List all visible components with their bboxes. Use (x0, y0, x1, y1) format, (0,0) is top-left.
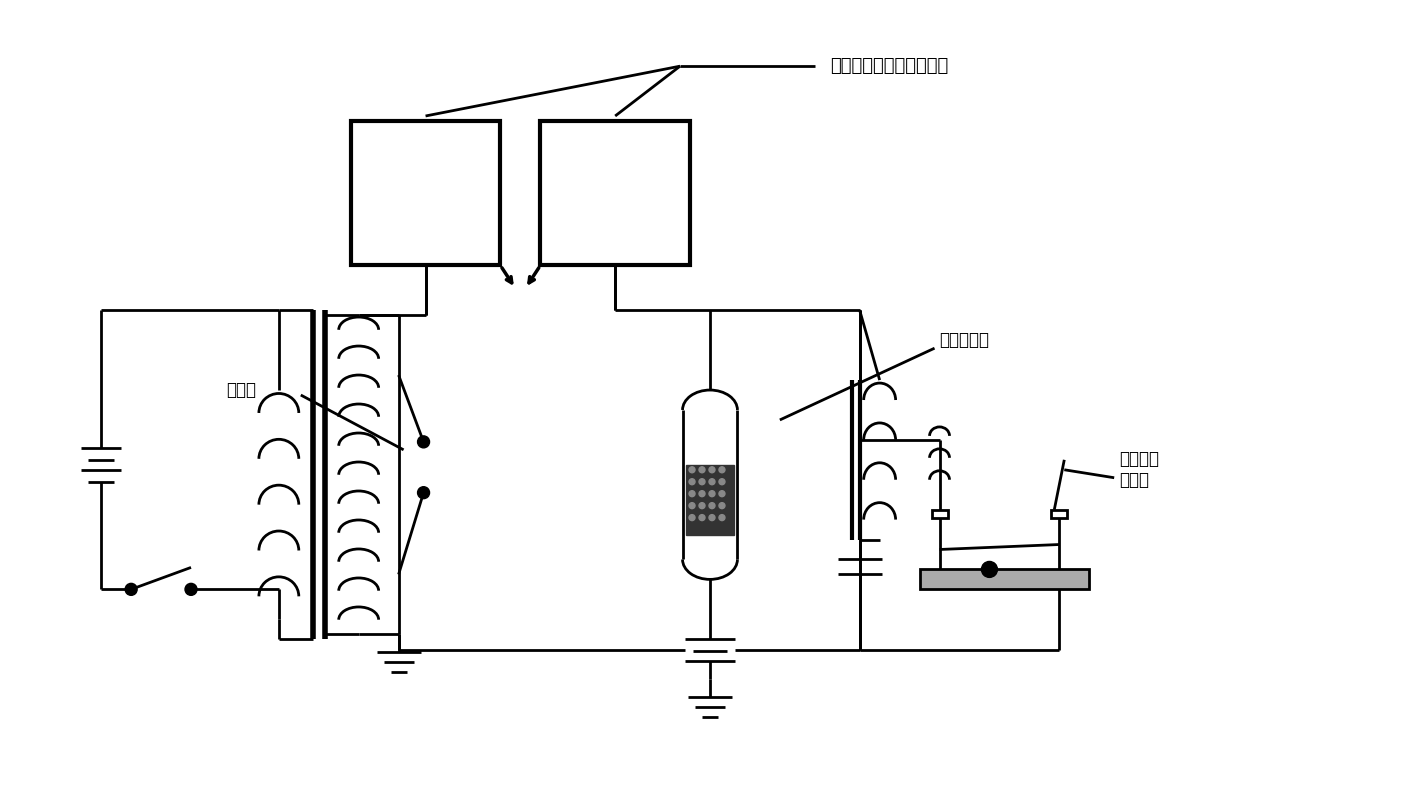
Circle shape (689, 491, 696, 496)
Circle shape (710, 479, 715, 484)
Circle shape (719, 479, 725, 484)
Circle shape (698, 514, 705, 521)
Circle shape (418, 487, 429, 499)
Circle shape (418, 436, 429, 448)
Circle shape (710, 514, 715, 521)
Circle shape (719, 503, 725, 509)
Text: 呩斯電碼
發聲機: 呩斯電碼 發聲機 (1119, 451, 1159, 489)
Text: 火花隉: 火花隉 (225, 381, 256, 399)
Circle shape (125, 584, 137, 596)
Circle shape (719, 467, 725, 473)
Circle shape (719, 491, 725, 496)
Circle shape (698, 503, 705, 509)
Text: 凝聚檢波器: 凝聚檢波器 (939, 331, 990, 349)
Bar (1052, 509, 1067, 517)
Circle shape (698, 491, 705, 496)
Bar (541, 121, 690, 265)
Circle shape (689, 514, 696, 521)
Bar (932, 509, 948, 517)
Bar (686, 465, 735, 534)
Bar (919, 569, 1090, 589)
Circle shape (689, 467, 696, 473)
Text: 金屬板，其功用有如天線: 金屬板，其功用有如天線 (829, 57, 948, 75)
Bar (351, 121, 500, 265)
Circle shape (698, 467, 705, 473)
Circle shape (184, 584, 197, 596)
Circle shape (710, 491, 715, 496)
Circle shape (710, 503, 715, 509)
Circle shape (689, 479, 696, 484)
Circle shape (689, 503, 696, 509)
Circle shape (719, 514, 725, 521)
Circle shape (981, 562, 997, 577)
Circle shape (710, 467, 715, 473)
Circle shape (698, 479, 705, 484)
